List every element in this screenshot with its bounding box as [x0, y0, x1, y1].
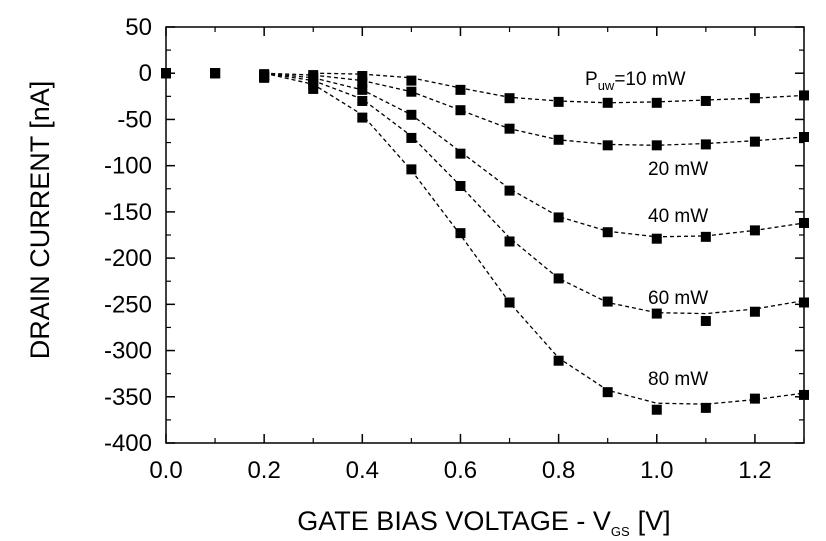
series-label-4: 60 mW	[648, 288, 708, 309]
series-label-subscript: uw	[598, 78, 615, 93]
marker-series-5	[210, 68, 221, 79]
fit-lines	[264, 72, 805, 405]
marker-series-5	[357, 112, 368, 123]
fit-line-series-3	[264, 72, 805, 238]
x-axis-title-main: GATE BIAS VOLTAGE - V	[297, 506, 611, 536]
marker-series-5	[602, 387, 613, 398]
marker-series-3	[406, 109, 417, 120]
marker-series-5	[455, 228, 466, 239]
y-tick-label: 0	[139, 60, 152, 87]
marker-series-4	[749, 306, 760, 317]
fit-line-series-5	[264, 72, 805, 405]
marker-series-1	[749, 93, 760, 104]
series-label-5: 80 mW	[648, 369, 708, 390]
marker-series-4	[553, 273, 564, 284]
y-tick-label: 50	[125, 14, 152, 41]
marker-series-1	[406, 75, 417, 86]
marker-series-5	[749, 393, 760, 404]
x-tick-label: 1.2	[738, 457, 771, 484]
marker-series-5	[406, 164, 417, 175]
marker-series-2	[357, 77, 368, 88]
marker-series-4	[406, 132, 417, 143]
marker-series-3	[553, 212, 564, 223]
fit-line-series-2	[264, 72, 805, 146]
marker-series-2	[406, 86, 417, 97]
y-tick-label: -100	[104, 153, 152, 180]
marker-series-1	[504, 93, 515, 104]
marker-series-3	[700, 231, 711, 242]
marker-series-3	[455, 148, 466, 159]
marker-series-3	[749, 225, 760, 236]
y-tick-label: -400	[104, 430, 152, 457]
y-axis-title: DRAIN CURRENT [nA]	[25, 81, 55, 360]
marker-series-4	[455, 181, 466, 192]
y-tick-label: -300	[104, 338, 152, 365]
x-tick-label: 1.0	[640, 457, 673, 484]
y-tick-label: -150	[104, 199, 152, 226]
x-axis-title-unit: [V]	[638, 506, 671, 536]
marker-series-2	[602, 140, 613, 151]
marker-series-2	[651, 140, 662, 151]
x-tick-label: 0.4	[346, 457, 379, 484]
x-axis-title: GATE BIAS VOLTAGE - VGS [V]	[297, 506, 670, 539]
marker-series-1	[602, 97, 613, 108]
marker-series-1	[700, 95, 711, 106]
fit-line-series-4	[264, 72, 805, 315]
marker-series-1	[553, 96, 564, 107]
marker-series-5	[308, 83, 319, 94]
series-labels: Puw=10 mW 20 mW 40 mW 60 mW 80 mW	[585, 69, 708, 390]
marker-series-2	[553, 134, 564, 145]
marker-series-1	[455, 84, 466, 95]
marker-series-3	[651, 233, 662, 244]
axes: 0.0 0.2 0.4 0.6 0.8 1.0 1.2 50 0 -50 -100 -150 -200 -…	[25, 14, 805, 539]
marker-series-3	[602, 227, 613, 238]
marker-series-2	[749, 136, 760, 147]
y-tick-label: -50	[117, 106, 152, 133]
marker-series-2	[455, 105, 466, 116]
marker-series-4	[700, 315, 711, 326]
marker-series-4	[602, 296, 613, 307]
y-tick-label: -250	[104, 291, 152, 318]
y-tick-label: -350	[104, 384, 152, 411]
marker-series-4	[504, 236, 515, 247]
data-markers	[161, 68, 809, 415]
x-tick-label: 0.6	[444, 457, 477, 484]
marker-series-5	[553, 355, 564, 366]
marker-series-5	[651, 404, 662, 415]
series-label-value: =10 mW	[614, 69, 685, 90]
series-label-3: 40 mW	[648, 206, 708, 227]
marker-series-1	[357, 70, 368, 81]
marker-series-3	[504, 185, 515, 196]
marker-series-1	[651, 97, 662, 108]
marker-series-2	[700, 139, 711, 150]
marker-series-5	[259, 72, 270, 83]
y-tick-label: -200	[104, 245, 152, 272]
marker-series-3	[357, 84, 368, 95]
marker-series-4	[651, 308, 662, 319]
series-label-2: 20 mW	[648, 159, 708, 180]
x-tick-label: 0.0	[149, 457, 182, 484]
marker-series-4	[357, 95, 368, 106]
series-label-prefix: P	[585, 69, 598, 90]
marker-series-5	[504, 297, 515, 308]
marker-series-2	[504, 123, 515, 134]
x-tick-label: 0.2	[247, 457, 280, 484]
x-axis-title-subscript: GS	[611, 524, 630, 539]
x-tick-label: 0.8	[542, 457, 575, 484]
marker-series-5	[700, 402, 711, 413]
series-label-1: Puw=10 mW	[585, 69, 686, 93]
